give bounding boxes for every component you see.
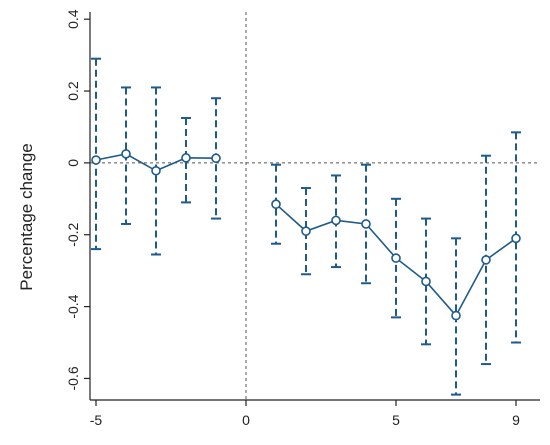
- x-tick-label: 5: [392, 412, 400, 428]
- data-point: [451, 310, 461, 321]
- data-point: [181, 153, 191, 163]
- data-point: [91, 155, 101, 165]
- axes: [84, 12, 540, 406]
- data-point: [391, 253, 401, 263]
- data-point: [121, 149, 131, 159]
- y-tick-label: 0.2: [65, 81, 81, 101]
- y-tick-label: -0.4: [65, 294, 81, 318]
- reference-lines: [90, 12, 540, 400]
- y-axis-label: Percentage change: [17, 143, 36, 290]
- data-point: [481, 255, 491, 265]
- y-tick-label: -0.6: [65, 366, 81, 390]
- y-tick-label: 0.4: [65, 9, 81, 29]
- x-tick-label: -5: [90, 412, 103, 428]
- data-point: [151, 165, 161, 176]
- data-point: [271, 199, 281, 210]
- data-point: [331, 215, 341, 226]
- data-point: [361, 219, 371, 229]
- y-tick-label: 0: [65, 159, 81, 167]
- data-point: [211, 153, 221, 164]
- y-tick-label: -0.2: [65, 222, 81, 246]
- data-point: [511, 233, 521, 244]
- x-tick-label: 0: [242, 412, 250, 428]
- x-tick-label: 9: [512, 412, 520, 428]
- data-point: [301, 226, 311, 236]
- series-points: [91, 149, 521, 321]
- data-point: [421, 276, 431, 287]
- tick-labels: 0.4 0.2 0 -0.2 -0.4 -0.6 -5 0 5 9: [65, 9, 520, 428]
